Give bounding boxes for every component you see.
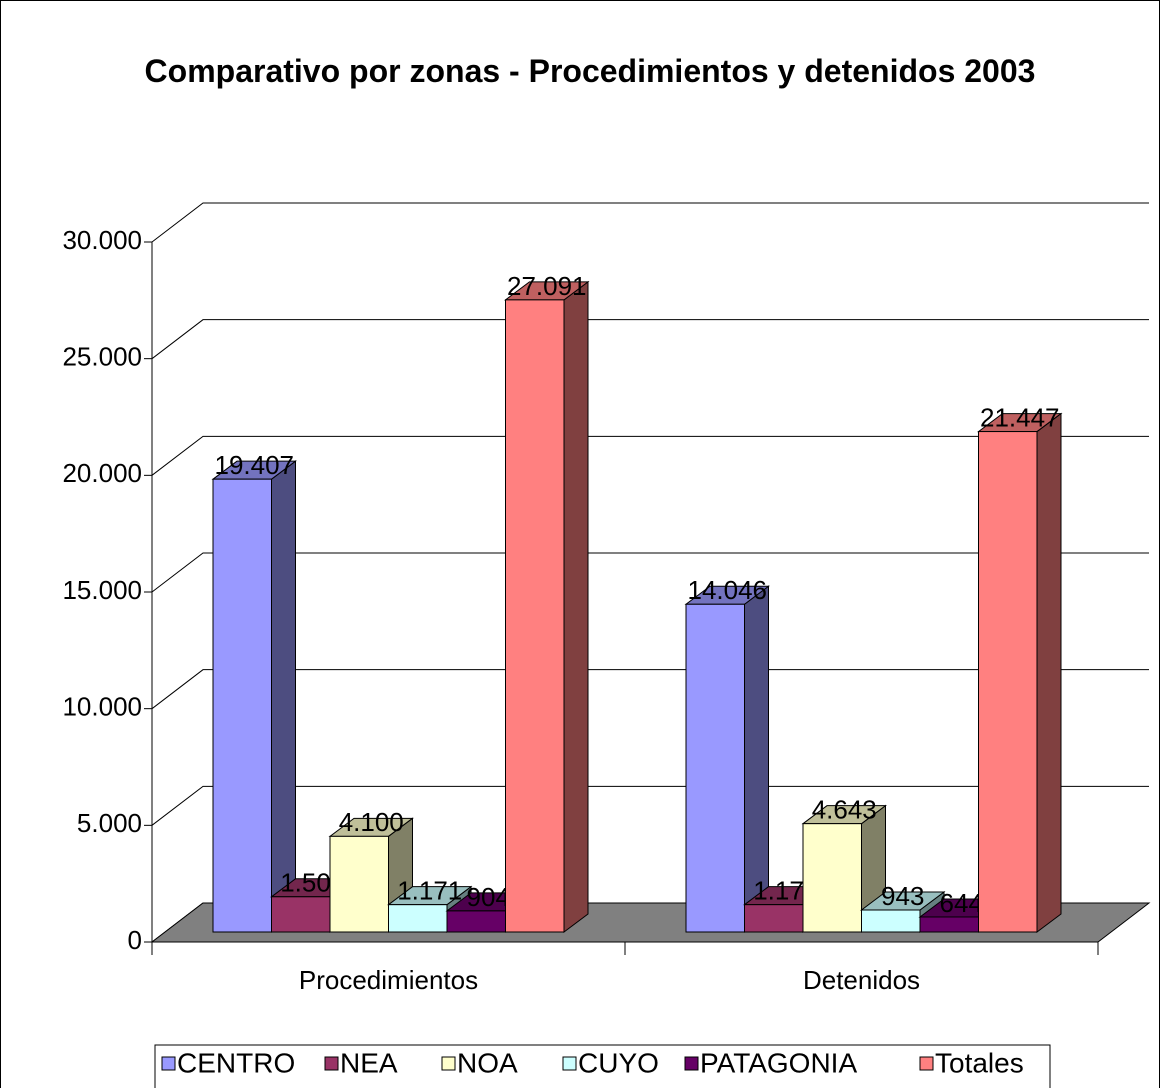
y-tick-label: 20.000: [62, 458, 142, 488]
y-tick-label: 30.000: [62, 225, 142, 255]
value-label: 943: [881, 881, 924, 911]
bar: [329, 835, 389, 933]
grid-line: [151, 552, 1149, 593]
value-label: 904: [467, 882, 510, 912]
bar: [861, 909, 921, 933]
x-tick-label: Procedimientos: [299, 965, 478, 995]
value-label: 644: [940, 888, 983, 918]
y-tick-label: 10.000: [62, 692, 142, 722]
value-label: 19.407: [214, 450, 294, 480]
y-tick-label: 25.000: [62, 342, 142, 372]
bar: [978, 431, 1038, 933]
bar: [919, 916, 979, 933]
legend-swatch: [562, 1056, 577, 1071]
bar-side: [271, 460, 296, 933]
grid-line: [151, 669, 1149, 710]
grid-line: [151, 785, 1149, 826]
bar: [685, 603, 745, 933]
y-tick-label: 0: [128, 925, 142, 955]
bar: [802, 823, 862, 933]
legend-label: Totales: [935, 1047, 1024, 1078]
legend-swatch: [161, 1056, 176, 1071]
bar: [744, 904, 804, 933]
legend-label: CUYO: [578, 1047, 659, 1078]
legend-label: NEA: [340, 1047, 398, 1078]
bar: [271, 896, 331, 933]
value-label: 27.091: [507, 271, 587, 301]
grid-line: [151, 435, 1149, 476]
bar: [446, 910, 506, 933]
legend-box: [154, 1044, 1051, 1088]
chart-title: Comparativo por zonas - Procedimientos y…: [144, 53, 1036, 89]
legend-swatch: [684, 1056, 699, 1071]
value-label: 14.046: [687, 575, 767, 605]
value-label: 1.171: [397, 876, 462, 906]
grid-line: [151, 202, 1149, 243]
bar: [505, 299, 565, 933]
x-tick-label: Detenidos: [803, 965, 920, 995]
legend-label: CENTRO: [177, 1047, 295, 1078]
value-label: 4.643: [812, 795, 877, 825]
value-label: 4.100: [339, 807, 404, 837]
y-tick-label: 5.000: [77, 808, 142, 838]
grid-line: [151, 319, 1149, 360]
bar-side: [563, 280, 589, 933]
y-tick-label: 15.000: [62, 575, 142, 605]
bar: [212, 478, 272, 933]
legend-label: NOA: [457, 1047, 518, 1078]
bar: [388, 904, 448, 933]
legend-swatch: [919, 1056, 934, 1071]
legend-swatch: [441, 1056, 456, 1071]
legend-swatch: [324, 1056, 339, 1071]
bar-side: [1036, 412, 1062, 933]
legend-label: PATAGONIA: [700, 1047, 857, 1078]
value-label: 21.447: [980, 402, 1060, 432]
